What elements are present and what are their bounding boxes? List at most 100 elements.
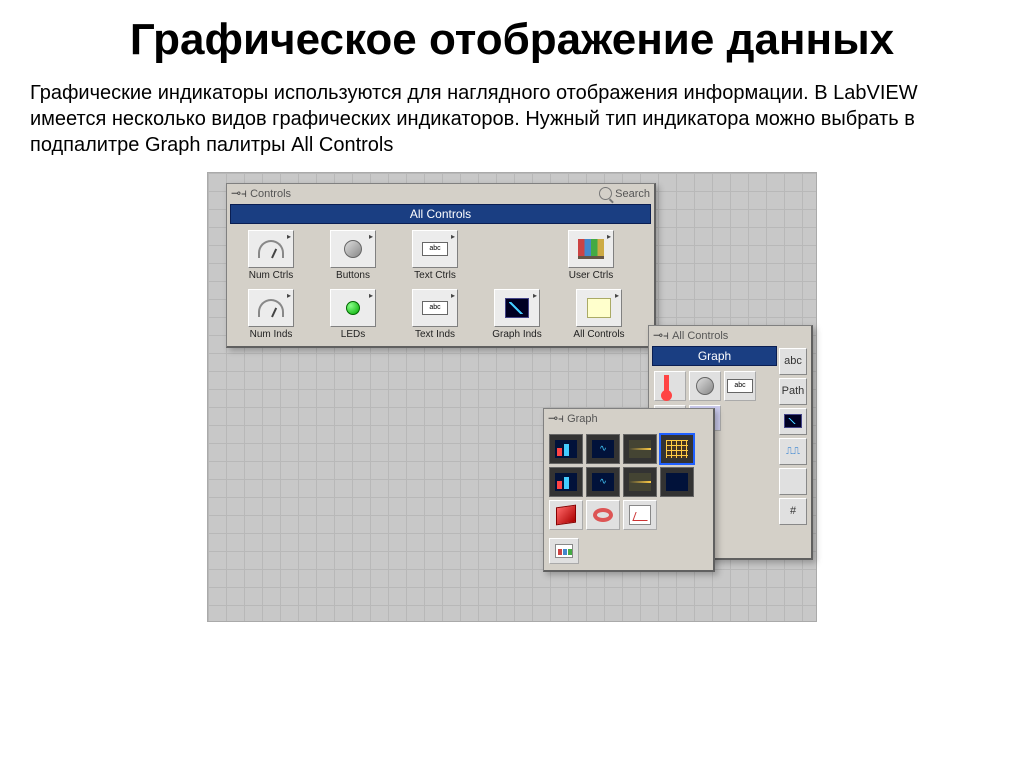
item-button[interactable]: ▸ <box>248 230 294 268</box>
pin-icon[interactable]: ⊸⫞ <box>548 411 564 426</box>
subpalette-titlebar[interactable]: ⊸⫞ All Controls <box>649 326 811 346</box>
search-button[interactable]: Search <box>599 187 650 200</box>
wave-icon: ∿ <box>592 440 614 458</box>
item-label: All Controls <box>573 329 624 340</box>
submenu-arrow-icon: ▸ <box>607 232 611 241</box>
chart-icon <box>555 473 577 491</box>
palette-item-leds[interactable]: ▸ LEDs <box>315 289 391 340</box>
side-item[interactable] <box>779 468 807 495</box>
item-button[interactable]: abc▸ <box>412 289 458 327</box>
3d-red-icon <box>556 504 576 525</box>
text-icon: abc <box>422 242 448 256</box>
text-icon: abc <box>422 301 448 315</box>
workspace-area: ⊸⫞ Controls Search All Controls ▸ Num Ct… <box>207 172 817 622</box>
palette-item-graph-inds[interactable]: ▸ Graph Inds <box>479 289 555 340</box>
submenu-arrow-icon: ▸ <box>615 291 619 300</box>
palette-item-num-ctrls[interactable]: ▸ Num Ctrls <box>233 230 309 281</box>
submenu-arrow-icon: ▸ <box>533 291 537 300</box>
subpalette-header: Graph <box>652 346 777 366</box>
graph-item[interactable] <box>660 434 694 464</box>
palette-item-text-ctrls[interactable]: abc▸ Text Ctrls <box>397 230 473 281</box>
wave-icon: ∿ <box>592 473 614 491</box>
side-item[interactable]: # <box>779 498 807 525</box>
item-label: Text Ctrls <box>414 270 456 281</box>
item-button[interactable]: ▸ <box>330 230 376 268</box>
xy-icon <box>629 473 651 491</box>
3d-torus-icon <box>593 508 613 522</box>
item-button[interactable]: abc▸ <box>412 230 458 268</box>
grid-icon <box>666 440 688 458</box>
controls-palette: ⊸⫞ Controls Search All Controls ▸ Num Ct… <box>226 183 656 348</box>
palette-item-num-inds[interactable]: ▸ Num Inds <box>233 289 309 340</box>
search-icon <box>599 187 612 200</box>
item-label: Graph Inds <box>492 329 541 340</box>
xy-icon <box>629 440 651 458</box>
graph-item[interactable] <box>623 467 657 497</box>
palette-item-buttons[interactable]: ▸ Buttons <box>315 230 391 281</box>
submenu-arrow-icon: ▸ <box>287 232 291 241</box>
palette-titlebar-label: Controls <box>250 188 599 200</box>
palette-body: ▸ Num Ctrls ▸ Buttons abc▸ Text Ctrls ▸ … <box>227 224 654 346</box>
side-item[interactable]: ⎍⎍ <box>779 438 807 465</box>
item-button[interactable]: ▸ <box>494 289 540 327</box>
chart-icon <box>555 544 573 558</box>
item-button[interactable]: ▸ <box>568 230 614 268</box>
pin-icon[interactable]: ⊸⫞ <box>231 186 247 201</box>
gauge-icon <box>258 240 284 258</box>
subpalette-titlebar-label: All Controls <box>672 330 728 342</box>
side-column: abc Path ⎍⎍ # <box>779 348 807 525</box>
palette-titlebar[interactable]: ⊸⫞ Controls Search <box>227 184 654 204</box>
page-title: Графическое отображение данных <box>0 0 1024 74</box>
submenu-arrow-icon: ▸ <box>451 232 455 241</box>
palette-item-user-ctrls[interactable]: ▸ User Ctrls <box>553 230 629 281</box>
palette-item[interactable] <box>689 371 721 401</box>
graph-item[interactable]: ∿ <box>586 434 620 464</box>
graph-titlebar-label: Graph <box>567 413 598 425</box>
graph-titlebar[interactable]: ⊸⫞ Graph <box>544 409 713 429</box>
graph-body: ∿∿ <box>544 429 713 535</box>
led-icon <box>346 301 360 315</box>
item-label: Text Inds <box>415 329 455 340</box>
item-button[interactable]: ▸ <box>576 289 622 327</box>
item-label: Buttons <box>336 270 370 281</box>
side-item[interactable]: abc <box>779 348 807 375</box>
side-item[interactable]: Path <box>779 378 807 405</box>
item-label: Num Inds <box>250 329 293 340</box>
graph-item[interactable] <box>660 467 694 497</box>
all-icon <box>587 298 611 318</box>
item-button[interactable]: ▸ <box>248 289 294 327</box>
graph-subpalette: ⊸⫞ Graph ∿∿ <box>543 408 715 572</box>
item-label: LEDs <box>341 329 365 340</box>
submenu-arrow-icon: ▸ <box>369 232 373 241</box>
val-dark-icon <box>666 473 688 491</box>
item-label: User Ctrls <box>569 270 613 281</box>
submenu-arrow-icon: ▸ <box>369 291 373 300</box>
description-text: Графические индикаторы используются для … <box>0 74 1024 168</box>
knob-icon <box>344 240 362 258</box>
item-button[interactable]: ▸ <box>330 289 376 327</box>
palette-item-text-inds[interactable]: abc▸ Text Inds <box>397 289 473 340</box>
palette-item[interactable]: abc <box>724 371 756 401</box>
pin-icon[interactable]: ⊸⫞ <box>653 328 669 343</box>
search-label: Search <box>615 188 650 200</box>
palette-header: All Controls <box>230 204 651 224</box>
palette-item-all-controls[interactable]: ▸ All Controls <box>561 289 637 340</box>
graph-icon <box>505 298 529 318</box>
books-icon <box>578 239 604 259</box>
palette-item[interactable] <box>654 371 686 401</box>
chart-icon <box>555 440 577 458</box>
graph-item[interactable] <box>549 434 583 464</box>
graph-item[interactable]: ∿ <box>586 467 620 497</box>
side-item[interactable] <box>779 408 807 435</box>
submenu-arrow-icon: ▸ <box>287 291 291 300</box>
graph-item[interactable] <box>623 434 657 464</box>
item-label: Num Ctrls <box>249 270 293 281</box>
3d-plot-icon <box>629 505 651 525</box>
gauge-icon <box>258 299 284 317</box>
graph-item[interactable] <box>586 500 620 530</box>
palette-item-bottom[interactable] <box>549 538 579 564</box>
graph-item[interactable] <box>549 467 583 497</box>
submenu-arrow-icon: ▸ <box>451 291 455 300</box>
graph-item[interactable] <box>549 500 583 530</box>
graph-item[interactable] <box>623 500 657 530</box>
